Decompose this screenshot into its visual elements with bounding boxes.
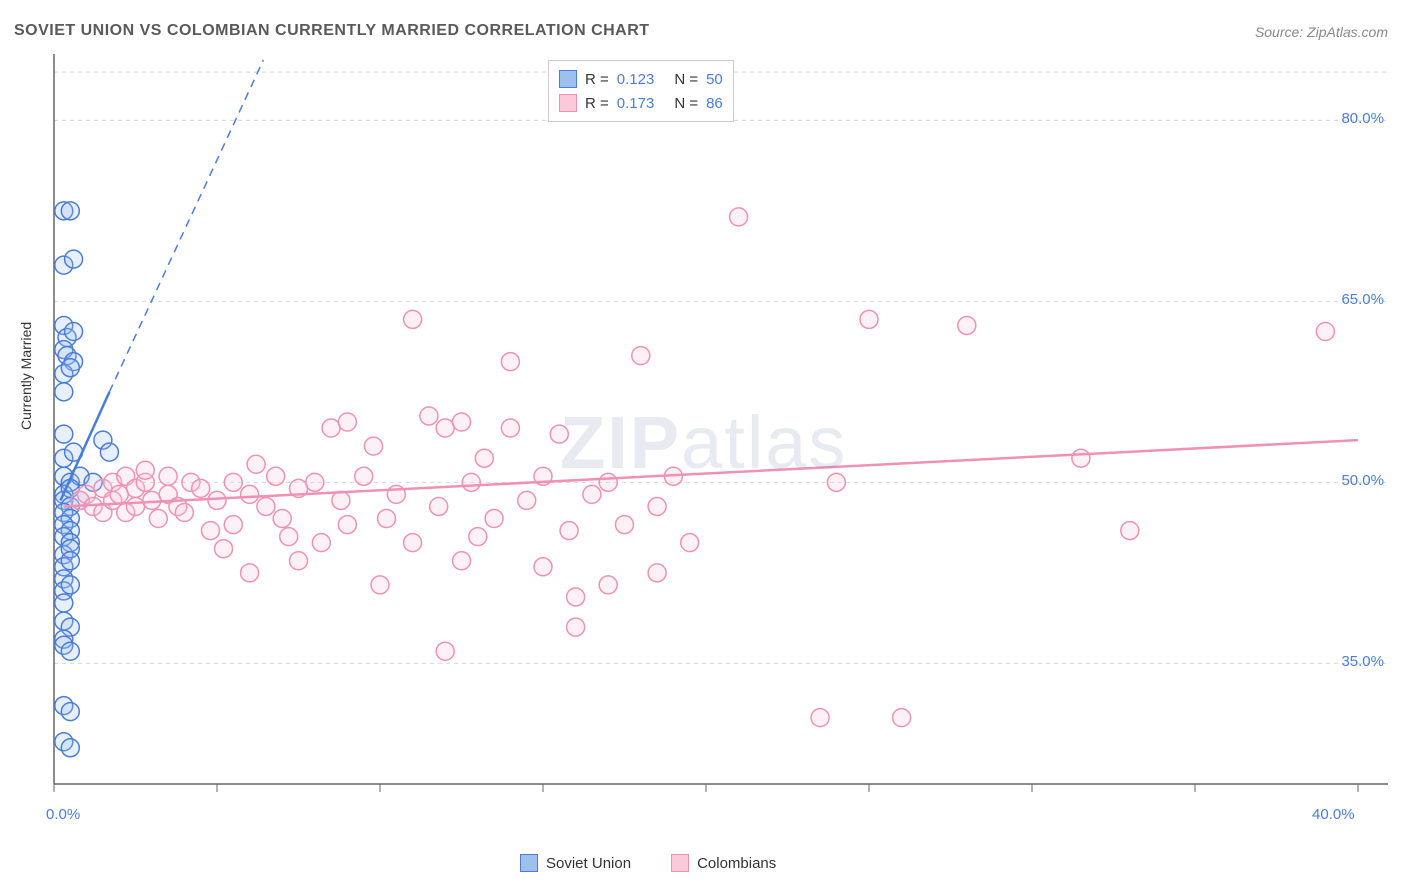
x-tick-label: 0.0% <box>46 806 80 823</box>
r-value: 0.173 <box>617 95 655 112</box>
n-label: N = <box>674 95 698 112</box>
plot-area <box>48 54 1388 814</box>
scatter-plot-svg <box>48 54 1388 814</box>
stats-legend-box: R = 0.123 N = 50 R = 0.173 N = 86 <box>548 60 734 122</box>
n-value: 50 <box>706 71 723 88</box>
y-axis-label: Currently Married <box>18 322 34 430</box>
legend-item: Colombians <box>671 854 776 872</box>
y-tick-label: 50.0% <box>1341 472 1384 489</box>
stats-legend-row: R = 0.123 N = 50 <box>559 67 723 91</box>
legend-swatch <box>559 94 577 112</box>
legend-swatch <box>671 854 689 872</box>
x-tick-label: 40.0% <box>1312 806 1355 823</box>
y-tick-label: 80.0% <box>1341 110 1384 127</box>
chart-title: SOVIET UNION VS COLOMBIAN CURRENTLY MARR… <box>14 22 650 40</box>
legend-label: Soviet Union <box>546 855 631 872</box>
r-value: 0.123 <box>617 71 655 88</box>
r-label: R = <box>585 71 609 88</box>
y-tick-label: 65.0% <box>1341 291 1384 308</box>
series-legend: Soviet Union Colombians <box>520 854 776 872</box>
chart-container: SOVIET UNION VS COLOMBIAN CURRENTLY MARR… <box>0 0 1406 892</box>
legend-swatch <box>559 70 577 88</box>
source-attribution: Source: ZipAtlas.com <box>1255 24 1388 40</box>
legend-item: Soviet Union <box>520 854 631 872</box>
legend-label: Colombians <box>697 855 776 872</box>
n-label: N = <box>674 71 698 88</box>
legend-swatch <box>520 854 538 872</box>
n-value: 86 <box>706 95 723 112</box>
stats-legend-row: R = 0.173 N = 86 <box>559 91 723 115</box>
y-tick-label: 35.0% <box>1341 653 1384 670</box>
r-label: R = <box>585 95 609 112</box>
